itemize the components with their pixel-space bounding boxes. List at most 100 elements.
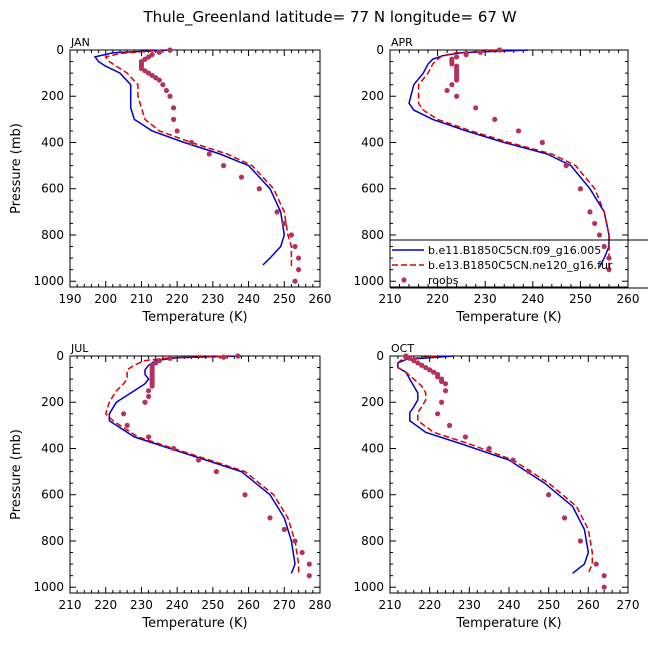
roobs-point [592, 220, 598, 227]
roobs-point [213, 469, 220, 475]
roobs-point [220, 163, 227, 169]
y-axis-label: Pressure (mb) [9, 123, 24, 214]
x-tick-label: 240 [498, 598, 521, 612]
roobs-point [407, 355, 413, 361]
roobs-point [454, 54, 460, 60]
y-tick-label: 600 [41, 182, 64, 196]
y-tick-label: 200 [361, 89, 384, 103]
roobs-point [449, 82, 455, 88]
x-tick-label: 230 [458, 598, 481, 612]
roobs-point [431, 369, 437, 375]
panel-jan: 190 200 210 220 230 240 250 260 0 200 400 600 800 100… [9, 36, 331, 325]
figure-title: Thule_Greenland latitude= 77 N longitude… [142, 8, 516, 27]
roobs-point [563, 163, 569, 169]
roobs-point [462, 434, 468, 440]
y-tick-label: 1000 [353, 274, 384, 288]
y-tick-label: 600 [41, 488, 64, 502]
y-tick-label: 400 [361, 135, 384, 149]
y-tick-label: 400 [41, 441, 64, 455]
x-tick-label: 230 [201, 292, 224, 306]
x-tick-label: 240 [166, 598, 189, 612]
roobs-point [403, 354, 409, 360]
x-axis-label: Temperature (K) [455, 616, 561, 631]
plot-frame [389, 49, 629, 288]
roobs-point [163, 87, 170, 94]
roobs-point [170, 105, 177, 111]
roobs-point [242, 492, 248, 498]
roobs-point [444, 87, 450, 94]
x-tick-label: 230 [474, 292, 497, 306]
roobs-point [156, 77, 162, 83]
y-tick-label: 800 [361, 534, 384, 548]
y-tick-label: 200 [41, 89, 64, 103]
series-line-ne120 [397, 355, 594, 574]
series-line-f09 [397, 355, 590, 574]
x-axis-label: Temperature (K) [141, 616, 247, 631]
roobs-point [449, 61, 455, 67]
roobs-point [606, 255, 612, 261]
y-tick-label: 400 [41, 135, 64, 149]
roobs-point [446, 422, 453, 428]
legend-label: b.e13.B1850C5CN.ne120_g16.fur [428, 259, 613, 272]
y-tick-label: 1000 [33, 580, 64, 594]
panel-jul: 210 220 230 240 250 260 270 280 0 200 400 600 800 100… [9, 342, 331, 631]
roobs-point [267, 515, 273, 521]
y-tick-label: 200 [361, 395, 384, 409]
roobs-point [577, 186, 584, 192]
roobs-point [419, 362, 425, 368]
roobs-point [496, 47, 503, 53]
chart-panels: 190 200 210 220 230 240 250 260 0 200 400 600 800 100… [9, 36, 639, 631]
roobs-point [593, 561, 599, 567]
roobs-point [438, 399, 445, 405]
y-tick-label: 1000 [353, 580, 384, 594]
roobs-point [288, 232, 295, 238]
plot-frame [69, 355, 321, 594]
roobs-point [435, 411, 441, 417]
x-tick-label: 250 [273, 292, 296, 306]
roobs-point [438, 378, 445, 385]
x-tick-label: 250 [569, 292, 592, 306]
x-axis-label: Temperature (K) [141, 310, 247, 325]
x-tick-label: 250 [537, 598, 560, 612]
series-line-ne120 [417, 49, 610, 268]
roobs-point [454, 93, 460, 99]
roobs-point [170, 116, 177, 122]
x-tick-label: 260 [577, 598, 600, 612]
y-tick-label: 0 [56, 43, 64, 57]
panel-label: OCT [391, 342, 414, 355]
roobs-point [142, 399, 148, 405]
plot-frame [69, 49, 321, 288]
roobs-point [601, 573, 607, 579]
series-line-f09 [93, 49, 286, 266]
y-tick-label: 0 [376, 349, 384, 363]
roobs-point [435, 374, 441, 380]
roobs-point [473, 105, 479, 111]
roobs-point [577, 538, 584, 544]
y-tick-label: 400 [361, 441, 384, 455]
roobs-point [145, 393, 152, 400]
roobs-point [539, 139, 545, 146]
roobs-point [515, 128, 522, 134]
legend-marker [401, 277, 407, 283]
x-tick-label: 270 [617, 598, 640, 612]
roobs-point [188, 139, 195, 146]
roobs-point [601, 584, 607, 590]
x-tick-label: 260 [309, 292, 332, 306]
roobs-point [206, 151, 212, 157]
x-tick-label: 240 [237, 292, 260, 306]
roobs-point [145, 434, 152, 440]
panel-label: JUL [70, 342, 89, 355]
legend-label: b.e11.B1850C5CN.f09_g16.005 [428, 244, 601, 257]
roobs-point [281, 526, 287, 533]
roobs-point [423, 364, 429, 371]
roobs-point [477, 49, 484, 55]
roobs-point [546, 492, 552, 498]
roobs-point [561, 515, 568, 521]
roobs-point [274, 209, 280, 215]
panel-label: JAN [70, 36, 90, 49]
roobs-point [256, 186, 262, 192]
x-tick-label: 210 [379, 292, 402, 306]
roobs-point [145, 388, 152, 394]
x-tick-label: 220 [94, 598, 117, 612]
